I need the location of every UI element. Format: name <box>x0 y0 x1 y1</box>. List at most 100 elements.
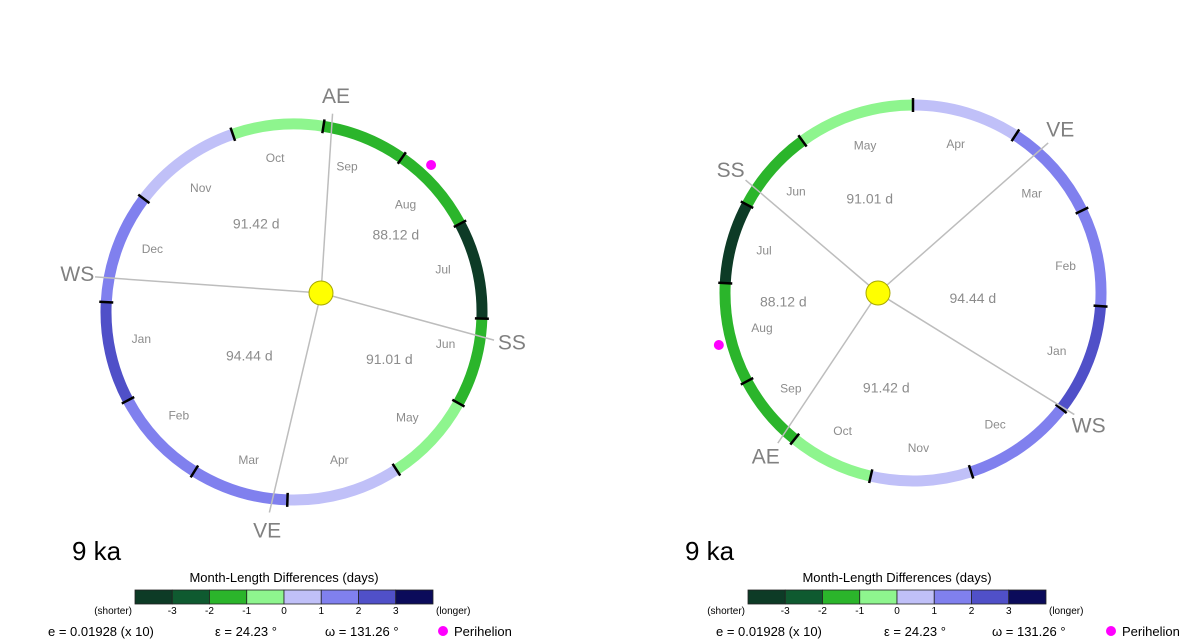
cardinal-label-ws: WS <box>60 263 94 286</box>
legend-tick-label: -3 <box>168 606 177 617</box>
legend-longer-label: (longer) <box>1049 606 1083 617</box>
legend-swatch <box>859 589 898 605</box>
color-legend: Month-Length Differences (days) (shorter)… <box>94 570 470 617</box>
month-arc-feb <box>123 397 198 477</box>
month-label-jul: Jul <box>435 262 450 276</box>
cardinal-label-ss: SS <box>498 332 526 355</box>
month-arc-oct <box>791 434 873 482</box>
month-arc-apr <box>287 465 400 506</box>
month-boundary-tick <box>718 281 733 285</box>
legend-tick-label: 2 <box>356 606 362 617</box>
age-label: 9 ka <box>685 536 735 566</box>
month-label-aug: Aug <box>395 197 416 211</box>
month-boundary-tick <box>1010 128 1021 142</box>
season-length-label: 94.44 d <box>950 290 997 306</box>
legend-swatch <box>171 589 210 605</box>
month-boundary-tick <box>1093 304 1108 308</box>
month-arc-sep <box>322 120 405 163</box>
cardinal-label-ae: AE <box>752 445 780 468</box>
month-arc-jun <box>742 136 806 208</box>
month-arc-jun <box>453 318 488 406</box>
legend-title: Month-Length Differences (days) <box>802 570 991 585</box>
month-boundary-tick <box>967 464 975 479</box>
legend-tick-label: 0 <box>894 606 900 617</box>
legend-tick-label: -2 <box>818 606 827 617</box>
legend-swatch <box>395 589 434 605</box>
legend-longer-label: (longer) <box>436 606 470 617</box>
month-boundary-tick <box>321 119 326 134</box>
orbital-parameters: e = 0.01928 (x 10) ε = 24.23 ° ω = 131.26 … <box>716 624 1180 639</box>
legend-shorter-label: (shorter) <box>94 606 132 617</box>
legend-tick-label: -1 <box>242 606 251 617</box>
season-divider-ve <box>877 142 1049 294</box>
perihelion-legend-icon <box>1106 626 1116 636</box>
month-label-mar: Mar <box>238 453 259 467</box>
month-label-feb: Feb <box>168 409 189 423</box>
perihelion-legend-label: Perihelion <box>454 624 512 639</box>
orbital-parameters: e = 0.01928 (x 10) ε = 24.23 ° ω = 131.26 … <box>48 624 512 639</box>
orbit-ring <box>718 98 1108 487</box>
month-boundary-tick <box>99 300 114 304</box>
perihelion-marker <box>426 159 437 170</box>
month-label-oct: Oct <box>833 424 852 438</box>
eccentricity-label: e = 0.01928 (x 10) <box>48 624 154 639</box>
season-length-label: 88.12 d <box>373 227 420 243</box>
legend-tick-label: -2 <box>205 606 214 617</box>
season-length-label: 91.01 d <box>846 190 893 206</box>
month-arc-dec <box>100 195 149 303</box>
month-label-may: May <box>396 411 419 425</box>
month-boundary-tick <box>453 219 467 229</box>
month-arc-jan <box>1056 305 1107 413</box>
legend-tick-label: 0 <box>281 606 287 617</box>
month-label-oct: Oct <box>266 151 285 165</box>
legend-swatch <box>896 589 935 605</box>
month-boundary-tick <box>789 432 801 446</box>
month-boundary-tick <box>229 127 237 142</box>
orbit-ring <box>99 118 489 507</box>
month-boundary-tick <box>740 376 754 386</box>
month-arc-nov <box>869 466 973 487</box>
month-boundary-tick <box>797 134 808 148</box>
season-divider-ws <box>877 292 1075 416</box>
month-arc-mar <box>1012 130 1087 214</box>
legend-swatch <box>1008 589 1047 605</box>
legend-tick-label: -1 <box>855 606 864 617</box>
month-boundary-tick <box>1054 403 1068 415</box>
color-legend: Month-Length Differences (days) (shorter)… <box>707 570 1083 617</box>
month-boundary-tick <box>121 395 135 405</box>
season-length-label: 94.44 d <box>226 347 273 363</box>
month-arc-mar <box>191 466 288 506</box>
age-label: 9 ka <box>72 536 122 566</box>
month-arc-dec <box>969 405 1066 478</box>
month-label-jan: Jan <box>1047 344 1066 358</box>
month-boundary-tick <box>451 398 466 408</box>
season-divider-ss <box>745 179 879 294</box>
month-label-jan: Jan <box>132 332 151 346</box>
legend-swatch <box>747 589 786 605</box>
legend-swatch <box>933 589 972 605</box>
legend-tick-label: 3 <box>393 606 399 617</box>
legend-tick-label: 1 <box>931 606 937 617</box>
month-arc-aug <box>719 282 752 384</box>
panel-1: AE SS VE WS 88.12 d 91.42 d 94.44 d 91.01 d Jan F… <box>48 85 526 639</box>
month-boundary-tick <box>396 151 407 165</box>
month-label-dec: Dec <box>984 417 1005 431</box>
season-divider-ss <box>320 292 495 341</box>
month-label-jun: Jun <box>436 337 455 351</box>
season-divider-ae <box>777 292 879 444</box>
season-length-label: 91.42 d <box>233 216 280 232</box>
legend-tick-label: 2 <box>969 606 975 617</box>
season-divider-ae <box>320 113 334 294</box>
cardinal-label-ve: VE <box>1046 119 1074 142</box>
month-arc-jul <box>719 202 752 284</box>
month-boundary-tick <box>137 193 151 205</box>
season-length-label: 91.01 d <box>366 351 413 367</box>
legend-tick-label: 3 <box>1006 606 1012 617</box>
legend-tick-label: 1 <box>318 606 324 617</box>
legend-swatch <box>784 589 823 605</box>
sun-marker <box>308 280 334 306</box>
month-arc-apr <box>912 99 1019 140</box>
legend-shorter-label: (shorter) <box>707 606 745 617</box>
legend-tick-label: -3 <box>781 606 790 617</box>
